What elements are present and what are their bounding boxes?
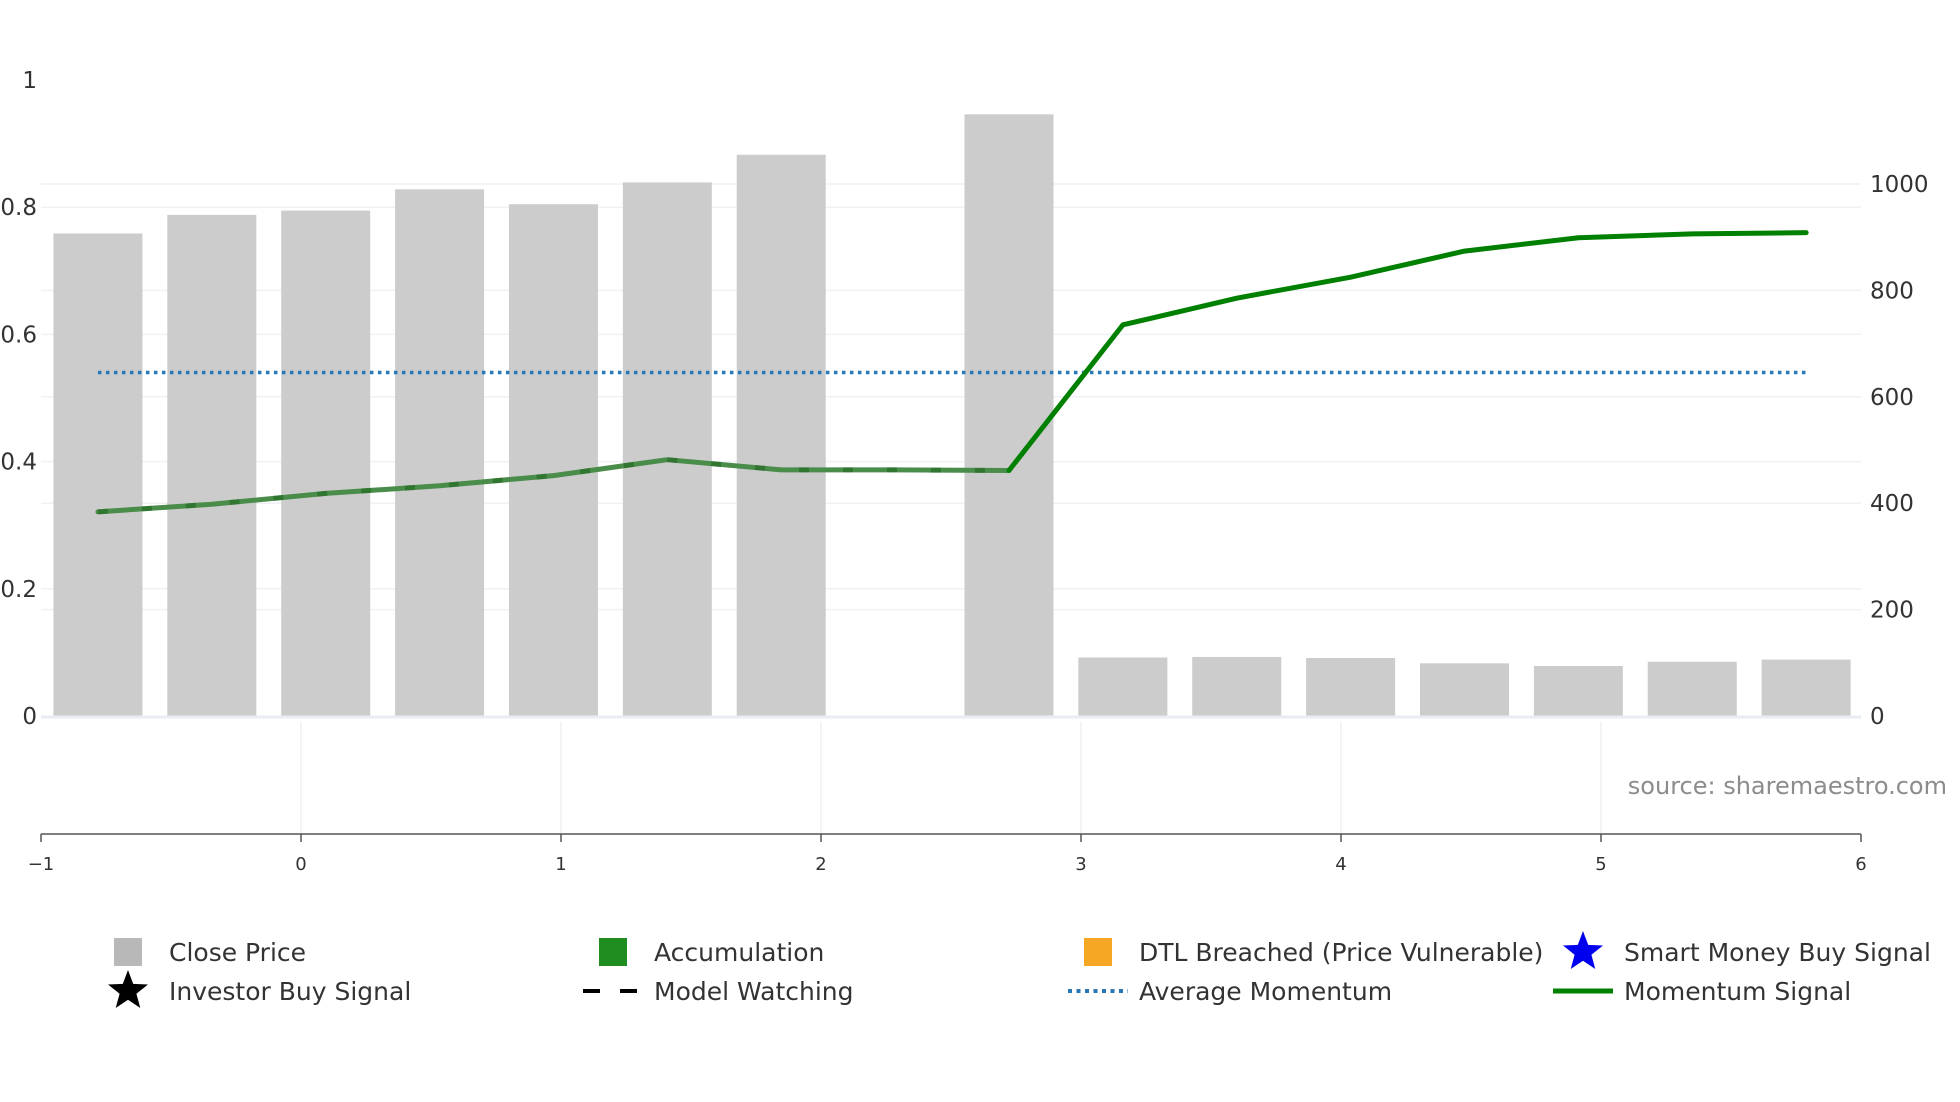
legend-item: Smart Money Buy Signal: [1563, 931, 1931, 969]
x-tick-label: 0: [295, 854, 306, 875]
left-tick-label: 0.2: [0, 577, 37, 603]
momentum-signal-line: [95, 230, 1809, 515]
right-tick-label: 200: [1870, 598, 1914, 624]
legend-square-icon: [1084, 938, 1112, 966]
legend-star-icon: [1563, 931, 1603, 969]
legend-item: Average Momentum: [1068, 977, 1392, 1006]
right-tick-label: 0: [1870, 704, 1885, 730]
source-note: source: sharemaestro.com: [1628, 772, 1947, 800]
close-price-bar: [1420, 663, 1509, 716]
legend-item: Momentum Signal: [1553, 977, 1851, 1006]
legend-label: Smart Money Buy Signal: [1624, 938, 1931, 967]
left-tick-label: 0.8: [0, 195, 37, 221]
legend: Close Price Accumulation DTL Breached (Pri…: [108, 931, 1931, 1008]
legend-label: Close Price: [169, 938, 306, 967]
right-tick-label: 600: [1870, 385, 1914, 411]
right-tick-label: 1000: [1870, 172, 1929, 198]
legend-item: Investor Buy Signal: [108, 970, 411, 1008]
left-tick-label: 0.4: [0, 450, 37, 476]
legend-square-icon: [599, 938, 627, 966]
close-price-bar: [1761, 659, 1851, 716]
close-price-bar: [53, 233, 143, 716]
close-price-bars: [41, 114, 1861, 719]
right-tick-label: 400: [1870, 491, 1914, 517]
x-tick-label: 5: [1595, 854, 1606, 875]
x-tick-label: 4: [1335, 854, 1346, 875]
legend-label: Accumulation: [654, 938, 824, 967]
close-price-bar: [167, 214, 257, 716]
x-axis-ticks: −1 0 1 2 3 4 5 6: [28, 834, 1867, 875]
right-tick-label: 800: [1870, 278, 1914, 304]
close-price-bar: [622, 182, 712, 717]
close-price-bar: [281, 210, 371, 716]
legend-label: Momentum Signal: [1624, 977, 1851, 1006]
legend-label: Investor Buy Signal: [169, 977, 411, 1006]
legend-item: Accumulation: [599, 938, 824, 967]
legend-label: Average Momentum: [1139, 977, 1392, 1006]
close-price-bar: [964, 114, 1054, 717]
left-y-axis-ticks: 0 0.2 0.4 0.6 0.8 1: [0, 68, 37, 730]
close-price-bar: [508, 204, 598, 716]
close-price-bar: [1192, 656, 1282, 716]
close-price-bar: [736, 154, 826, 717]
legend-label: DTL Breached (Price Vulnerable): [1139, 938, 1543, 967]
momentum-signal-faded: [95, 457, 1012, 515]
right-y-axis-ticks: 0 200 400 600 800 1000: [1870, 172, 1929, 730]
left-tick-label: 0.6: [0, 322, 37, 348]
legend-star-icon: [108, 970, 148, 1008]
x-tick-label: −1: [28, 854, 55, 875]
left-tick-label: 0: [22, 704, 37, 730]
close-price-bar: [395, 189, 485, 716]
x-tick-label: 2: [815, 854, 826, 875]
legend-label: Model Watching: [654, 977, 854, 1006]
close-price-bar: [1078, 657, 1168, 716]
x-tick-label: 3: [1075, 854, 1086, 875]
x-tick-label: 6: [1855, 854, 1866, 875]
legend-item: DTL Breached (Price Vulnerable): [1084, 938, 1543, 967]
legend-square-icon: [114, 938, 142, 966]
x-tick-label: 1: [555, 854, 566, 875]
close-price-bar: [1533, 665, 1623, 716]
close-price-bar: [1306, 658, 1396, 716]
momentum-signal-solid: [1006, 230, 1809, 474]
legend-item: Close Price: [114, 938, 306, 967]
close-price-bar: [1647, 661, 1737, 716]
legend-item: Model Watching: [583, 977, 854, 1006]
left-tick-label: 1: [22, 68, 37, 94]
